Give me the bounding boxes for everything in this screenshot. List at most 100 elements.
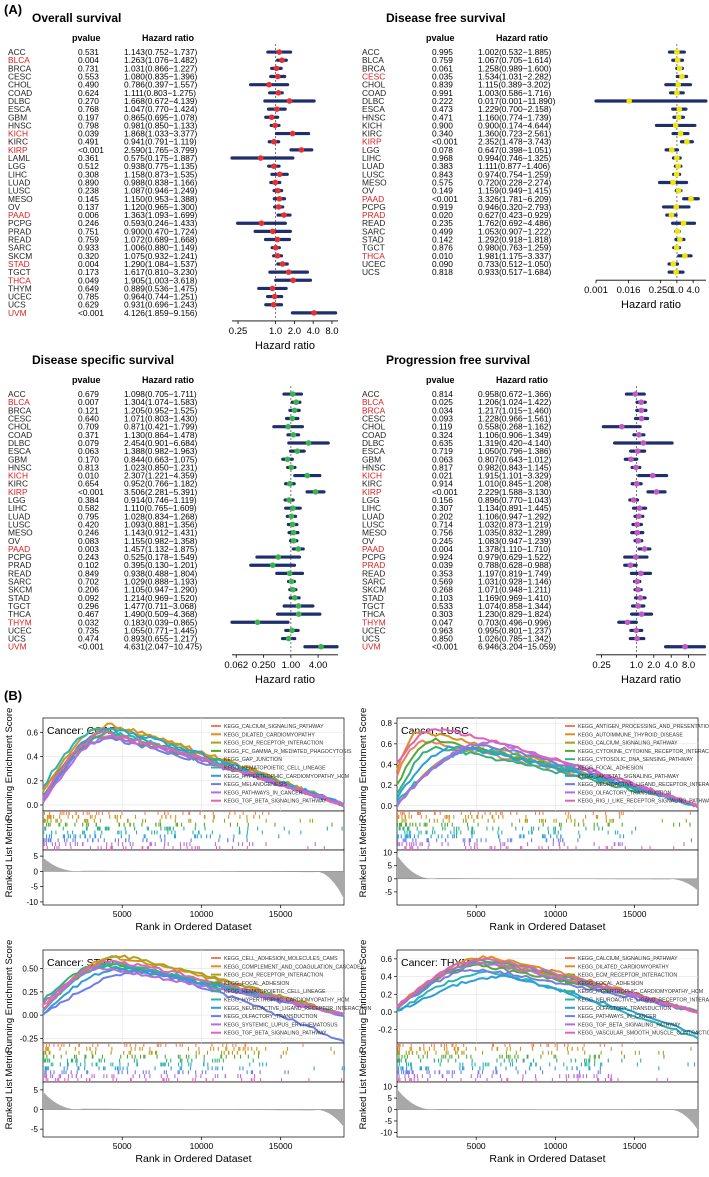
hit-mark	[211, 1043, 213, 1047]
hit-mark	[458, 826, 460, 831]
hit-mark	[47, 814, 49, 819]
hr-point	[271, 293, 278, 300]
hit-mark	[528, 830, 530, 835]
hit-mark	[445, 1043, 448, 1047]
hit-mark	[436, 818, 438, 823]
hit-mark	[406, 842, 408, 847]
hit-mark	[557, 838, 559, 843]
hit-mark	[453, 826, 455, 831]
hit-mark	[510, 811, 512, 815]
hit-mark	[326, 826, 328, 831]
hit-mark	[160, 826, 162, 831]
hit-mark	[259, 1062, 261, 1067]
pvalue-label: 0.795	[78, 511, 99, 521]
hit-mark	[246, 818, 248, 823]
hit-mark	[544, 834, 546, 839]
hit-mark	[519, 1046, 522, 1051]
es-curve	[396, 970, 699, 1040]
hit-mark	[247, 826, 249, 831]
hit-mark	[570, 1058, 572, 1063]
cancer-label: ESCA	[8, 104, 31, 114]
cancer-label: LUSC	[8, 519, 30, 529]
hit-mark	[182, 1070, 184, 1075]
hr-point	[637, 595, 644, 601]
hit-mark	[574, 818, 576, 823]
hit-mark	[498, 834, 500, 839]
hit-mark	[129, 822, 131, 827]
hit-mark	[465, 814, 467, 819]
pvalue-label: 0.499	[432, 226, 453, 236]
hit-mark	[229, 811, 231, 815]
hit-mark	[461, 1050, 463, 1055]
hr-point	[675, 187, 682, 194]
hr-point	[638, 415, 645, 422]
hit-mark	[470, 846, 472, 850]
metric-y-axis-label: Ranked List Metric	[4, 818, 15, 897]
hit-mark	[154, 842, 156, 847]
hit-mark	[61, 1070, 63, 1075]
hit-mark	[198, 1046, 200, 1051]
hit-mark	[144, 1074, 146, 1079]
hit-mark	[596, 1074, 598, 1079]
hit-mark	[120, 814, 122, 819]
pvalue-label: 0.034	[432, 405, 453, 415]
cancer-label: TGCT	[362, 243, 385, 253]
hr-point	[641, 546, 648, 552]
hit-mark	[486, 826, 488, 831]
hit-mark	[571, 1046, 573, 1051]
hit-mark	[101, 1054, 104, 1059]
hit-mark	[505, 1050, 507, 1055]
es-y-tick-label: 0.2	[381, 781, 393, 790]
hit-mark	[77, 1066, 79, 1071]
hit-mark	[415, 822, 417, 827]
hit-mark	[455, 1050, 457, 1055]
es-curve	[42, 959, 345, 1015]
hit-mark	[120, 834, 122, 839]
hr-label: 1.150(0.953−1.388)	[124, 194, 198, 204]
hit-mark	[143, 834, 145, 839]
hit-mark	[492, 1043, 495, 1047]
hr-point	[638, 407, 645, 414]
pvalue-label: 0.324	[432, 430, 453, 440]
hr-point	[634, 635, 640, 642]
hit-mark	[474, 842, 476, 847]
metric-panel	[42, 849, 345, 906]
hit-mark	[156, 830, 158, 835]
hit-mark	[408, 1074, 410, 1079]
hit-mark	[443, 1043, 445, 1047]
hit-mark	[491, 846, 493, 850]
hit-mark	[160, 1062, 162, 1067]
es-curve	[396, 968, 699, 1013]
hit-mark	[170, 814, 172, 819]
hit-mark	[437, 834, 439, 839]
es-curve	[42, 730, 345, 807]
hit-mark	[146, 838, 148, 843]
hit-mark	[586, 1062, 588, 1067]
hit-mark	[399, 1046, 401, 1051]
es-y-tick-label: 0.2	[381, 990, 393, 999]
hit-mark	[166, 1074, 168, 1079]
hit-mark	[165, 814, 167, 819]
hr-label: 1.110(0.765−1.609)	[124, 503, 197, 513]
pvalue-label: <0.001	[432, 194, 458, 204]
metric-y-tick-label: 10	[383, 849, 392, 858]
cancer-label: THYM	[8, 617, 32, 627]
hit-mark	[565, 818, 568, 823]
hit-mark	[154, 1066, 156, 1071]
hit-mark	[474, 846, 476, 850]
x-tick-label: 15000	[269, 1141, 293, 1151]
hit-mark	[48, 1050, 50, 1055]
cancer-label: BLCA	[362, 55, 384, 65]
pvalue-label: 0.142	[432, 235, 453, 245]
cancer-label: BRCA	[8, 405, 32, 415]
hit-mark	[224, 1074, 227, 1079]
hit-mark	[559, 1074, 561, 1079]
pvalue-label: 0.197	[78, 112, 99, 122]
hr-label: 1.075(0.932−1.241)	[124, 251, 198, 261]
hit-mark	[67, 814, 69, 819]
hit-mark	[397, 1066, 400, 1071]
hit-mark	[434, 830, 436, 835]
hr-point	[632, 391, 639, 397]
hr-label: 1.047(0.770−1.424)	[124, 104, 198, 114]
hit-mark	[84, 834, 86, 839]
